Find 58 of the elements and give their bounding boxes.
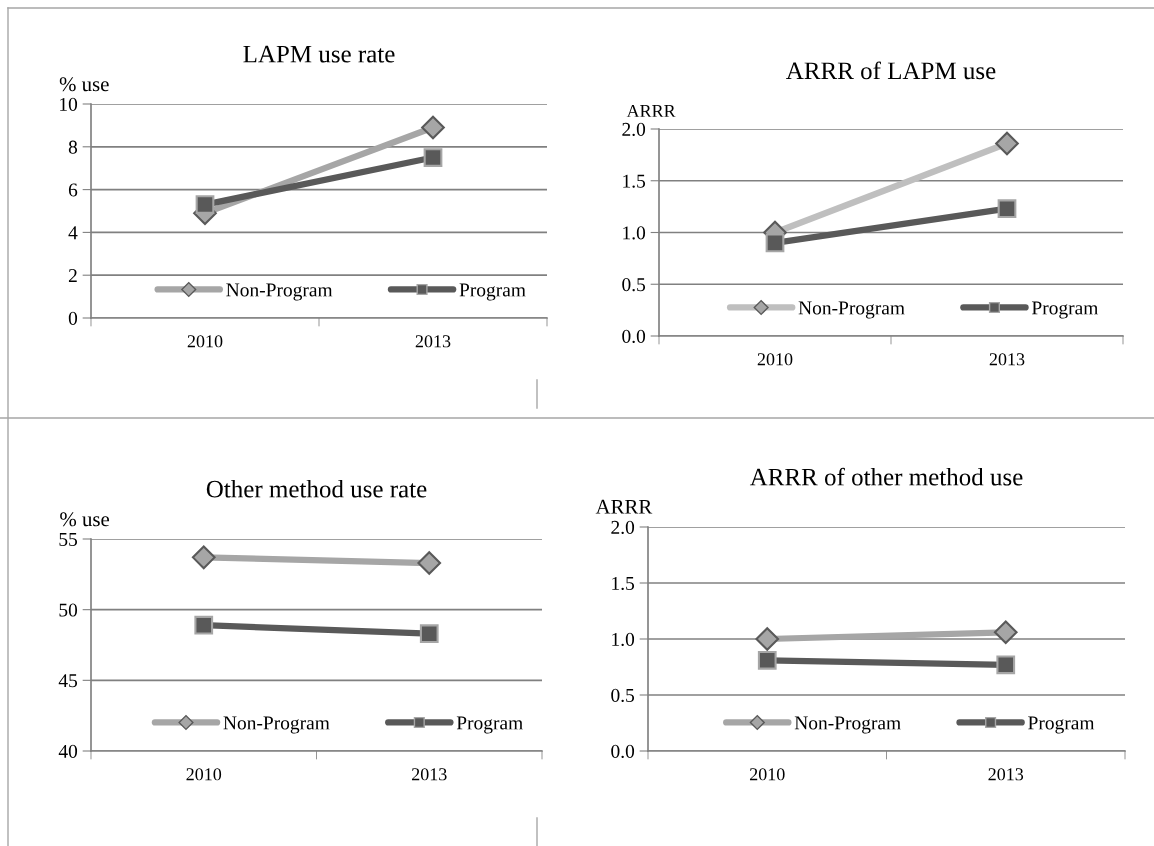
y-tick-label: 50 (59, 603, 78, 617)
x-tick-label: 2010 (749, 768, 785, 781)
legend-label: Program (459, 283, 526, 301)
y-tick-label: 0 (68, 311, 78, 325)
legend-label: Non-Program (223, 716, 330, 734)
point (993, 620, 1018, 645)
y-tick-label: 2.0 (622, 122, 646, 137)
x-tick-label: 2013 (989, 353, 1025, 366)
y-tick-label: 45 (58, 674, 78, 688)
y-axis-title: ARRR (626, 104, 676, 117)
y-tick-label: 4 (68, 226, 78, 240)
point (423, 148, 443, 167)
y-tick-label: 40 (58, 744, 78, 758)
y-tick-label: 0.0 (622, 329, 646, 344)
x-tick-label: 2013 (411, 768, 447, 781)
x-tick-label: 2013 (988, 768, 1024, 781)
x-tick-label: 2010 (757, 353, 793, 366)
point (419, 624, 439, 644)
y-tick-label: 1.0 (623, 226, 646, 240)
legend-label: Non-Program (794, 716, 901, 734)
point (195, 195, 215, 214)
point (191, 545, 216, 570)
legend-label: Non-Program (226, 283, 333, 301)
y-tick-label: 1.0 (612, 632, 635, 647)
legend-label: Program (1028, 716, 1095, 734)
y-tick-label: 1.5 (612, 576, 635, 591)
x-tick-label: 2010 (187, 335, 223, 348)
point (755, 627, 780, 651)
y-axis-title: ARRR (595, 499, 653, 514)
chart-title: ARRR of LAPM use (786, 61, 996, 80)
point (421, 115, 445, 140)
chart-title: ARRR of other method use (749, 467, 1023, 486)
x-tick-label: 2013 (415, 335, 451, 348)
chart-title: Other method use rate (206, 479, 427, 498)
point (996, 655, 1016, 675)
point (765, 233, 785, 253)
y-tick-label: 10 (60, 97, 78, 111)
y-tick-label: 6 (68, 183, 78, 197)
legend-label: Program (456, 716, 523, 734)
y-tick-label: 0.5 (622, 278, 646, 292)
point (757, 650, 777, 670)
y-tick-label: 2 (68, 269, 77, 282)
chart-title: LAPM use rate (243, 45, 395, 63)
y-tick-label: 0.5 (611, 688, 635, 703)
y-tick-label: 55 (59, 533, 78, 546)
legend-label: Non-Program (798, 301, 905, 319)
y-tick-label: 1.5 (623, 174, 646, 188)
y-axis-title: % use (60, 512, 110, 527)
point (997, 199, 1017, 219)
y-tick-label: 0.0 (611, 744, 635, 759)
legend-label: Program (1031, 301, 1099, 319)
point (417, 551, 442, 575)
x-tick-label: 2010 (186, 768, 222, 781)
point (194, 615, 214, 635)
y-axis-title: % use (59, 77, 109, 92)
y-tick-label: 8 (68, 140, 78, 154)
y-tick-label: 2.0 (611, 520, 635, 535)
point (995, 131, 1019, 156)
